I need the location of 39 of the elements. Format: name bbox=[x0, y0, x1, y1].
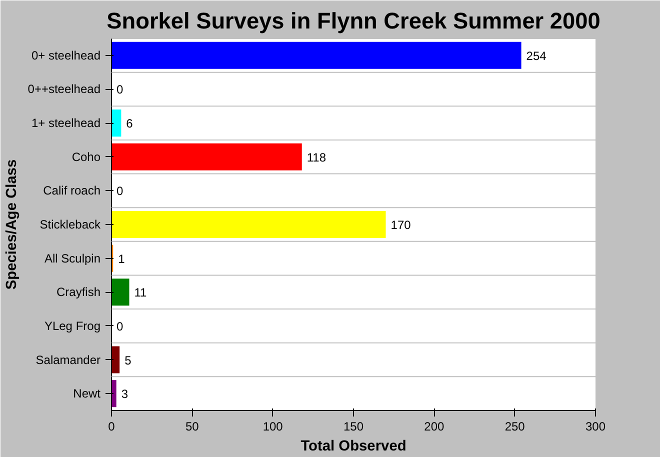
y-tick-label: Crayfish bbox=[56, 285, 101, 300]
x-tick-label: 150 bbox=[343, 420, 364, 434]
x-tick-label: 250 bbox=[504, 420, 526, 434]
data-label: 11 bbox=[134, 286, 148, 300]
y-tick-label: Coho bbox=[72, 150, 101, 164]
bar bbox=[112, 143, 302, 170]
data-label: 0 bbox=[116, 82, 124, 97]
x-tick-label: 50 bbox=[185, 420, 200, 434]
y-tick-label: All Sculpin bbox=[44, 251, 101, 266]
data-label: 6 bbox=[126, 116, 134, 131]
data-label: 1 bbox=[118, 252, 126, 266]
x-tick-label: 100 bbox=[262, 420, 284, 434]
y-tick-label: YLeg Frog bbox=[44, 318, 101, 333]
chart-title: Snorkel Surveys in Flynn Creek Summer 2000 bbox=[106, 8, 600, 34]
x-axis-title: Total Observed bbox=[300, 438, 406, 454]
bar bbox=[112, 210, 386, 238]
y-tick-label: Calif roach bbox=[43, 184, 100, 198]
x-tick-label: 300 bbox=[585, 420, 606, 434]
data-label: 0 bbox=[116, 319, 124, 334]
y-tick-label: Salamander bbox=[36, 352, 101, 367]
data-label: 170 bbox=[390, 218, 412, 232]
y-tick-label: 0++steelhead bbox=[28, 82, 100, 96]
y-tick-label: Stickleback bbox=[40, 218, 102, 232]
bar bbox=[112, 42, 522, 69]
bar bbox=[112, 346, 120, 374]
data-label: 5 bbox=[124, 353, 132, 368]
data-label: 254 bbox=[526, 48, 547, 63]
y-tick-label: Newt bbox=[73, 386, 102, 401]
y-tick-label: 1+ steelhead bbox=[31, 116, 101, 130]
data-label: 118 bbox=[306, 150, 326, 164]
y-tick-label: 0+ steelhead bbox=[31, 48, 101, 62]
bar bbox=[112, 278, 130, 306]
data-label: 0 bbox=[116, 184, 124, 198]
x-tick-label: 0 bbox=[108, 420, 116, 434]
x-tick-label: 200 bbox=[424, 420, 445, 434]
bar bbox=[112, 380, 116, 408]
y-axis-title: Species/Age Class bbox=[4, 159, 20, 290]
bar bbox=[112, 110, 122, 137]
data-label: 3 bbox=[121, 387, 128, 402]
